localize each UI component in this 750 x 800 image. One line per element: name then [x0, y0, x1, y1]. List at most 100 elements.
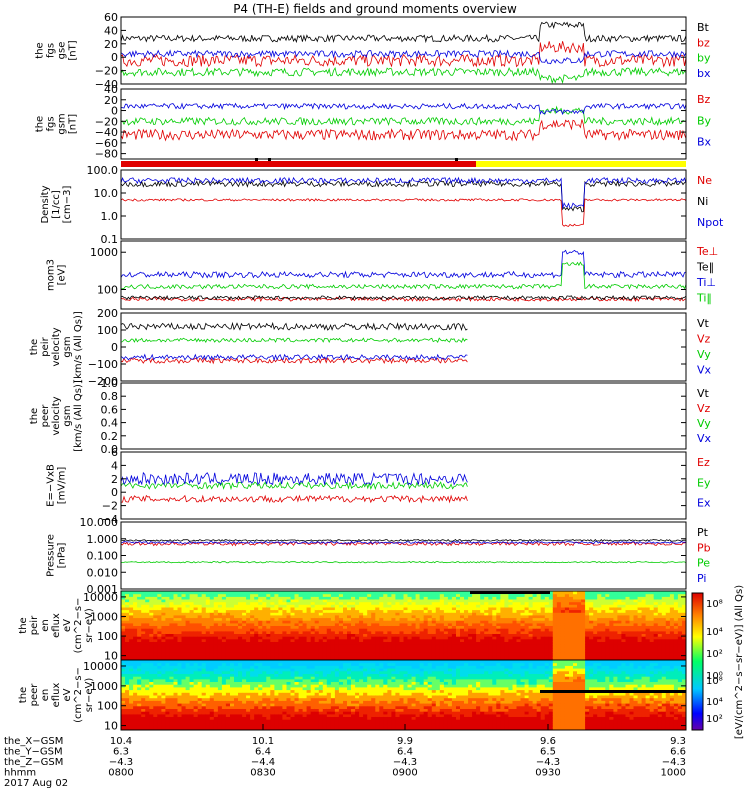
spectro-cell: [403, 599, 408, 603]
spectro-cell: [391, 599, 396, 603]
spectro-cell: [157, 708, 162, 712]
spectro-cell: [435, 641, 441, 645]
spectro-cell: [359, 622, 364, 626]
spectro-cell: [274, 601, 279, 605]
spectro-cell: [133, 660, 138, 664]
spectro-cell: [641, 599, 647, 603]
spectro-cell: [238, 601, 243, 605]
spectro-cell: [415, 644, 421, 648]
spectro-cell: [423, 601, 429, 605]
spectro-cell: [189, 636, 195, 640]
spectro-cell: [460, 628, 465, 632]
spectro-cell: [282, 591, 287, 595]
spectro-cell: [270, 676, 275, 680]
spectro-cell: [569, 612, 574, 616]
spectro-cell: [286, 662, 291, 666]
spectro-cell: [460, 625, 465, 629]
spectro-cell: [234, 686, 239, 691]
spectro-cell: [242, 638, 247, 642]
spectro-cell: [141, 713, 146, 717]
spectro-cell: [593, 593, 598, 597]
spectro-cell: [326, 614, 332, 619]
spectro-cell: [153, 633, 158, 637]
spectro-cell: [673, 652, 679, 656]
spectro-cell: [234, 638, 239, 642]
spectro-cell: [258, 662, 263, 666]
spectro-cell: [605, 606, 610, 611]
spectro-cell: [129, 606, 134, 611]
spectro-cell: [234, 593, 239, 597]
spectro-cell: [363, 654, 368, 658]
spectro-cell: [669, 636, 675, 640]
spectro-cell: [629, 654, 634, 658]
spectro-cell: [637, 606, 643, 611]
spectro-cell: [173, 665, 178, 669]
spectro-cell: [318, 596, 324, 600]
spectro-cell: [298, 625, 304, 629]
spectro-cell: [230, 638, 235, 642]
spectro-cell: [464, 649, 469, 653]
spectro-cell: [161, 596, 166, 600]
spectro-cell: [274, 684, 279, 688]
spectro-cell: [137, 703, 142, 707]
spectro-cell: [653, 633, 659, 637]
spectro-cell: [605, 628, 610, 632]
spectro-cell: [488, 625, 493, 629]
spectro-cell: [601, 593, 606, 597]
spectro-cell: [657, 652, 663, 656]
spectro-cell: [270, 716, 275, 720]
spectro-cell: [161, 630, 166, 634]
spectro-cell: [415, 614, 421, 619]
spectro-cell: [415, 617, 421, 621]
spectro-cell: [649, 617, 655, 621]
spectro-cell: [234, 620, 239, 624]
spectro-cell: [556, 601, 562, 605]
spectro-cell: [443, 617, 449, 621]
spectro-cell: [221, 622, 227, 626]
spectro-cell: [213, 641, 219, 645]
spectro-cell: [669, 652, 675, 656]
spectro-cell: [528, 633, 534, 637]
spectro-cell: [173, 721, 178, 726]
spectro-cell: [270, 700, 275, 704]
spectro-cell: [552, 652, 558, 656]
spectro-cell: [560, 593, 566, 597]
spectro-cell: [314, 606, 320, 611]
series-Te‖-line: [120, 294, 687, 301]
spectro-cell: [657, 633, 663, 637]
spectro-cell: [246, 654, 251, 658]
spectro-cell: [213, 684, 219, 688]
spectro-cell: [121, 670, 126, 674]
spectro-cell: [403, 654, 408, 658]
spectro-cell: [577, 636, 582, 640]
spectro-cell: [589, 641, 594, 645]
spectro-cell: [234, 641, 239, 645]
spectro-cell: [460, 604, 465, 608]
spectro-cell: [480, 652, 485, 656]
spectro-cell: [129, 599, 134, 603]
spectro-cell: [145, 662, 150, 666]
spectro-cell: [367, 652, 372, 656]
spectro-cell: [637, 604, 643, 608]
spectro-cell: [197, 641, 203, 645]
spectro-cell: [246, 657, 251, 661]
spectro-cell: [177, 622, 182, 626]
spectro-cell: [468, 644, 473, 648]
spectro-cell: [129, 692, 134, 696]
spectro-cell: [246, 599, 251, 603]
spectro-cell: [488, 622, 493, 626]
spectro-cell: [637, 599, 643, 603]
spectro-cell: [601, 636, 606, 640]
spectro-cell: [197, 593, 203, 597]
spectro-cell: [209, 686, 215, 691]
spectro-cell: [302, 641, 308, 645]
spectro-cell: [556, 657, 562, 661]
spectro-cell: [250, 646, 255, 650]
spectro-cell: [657, 612, 663, 616]
spectro-cell: [338, 654, 344, 658]
spectro-cell: [278, 684, 283, 688]
spectro-cell: [347, 630, 352, 634]
panel-frame: [120, 240, 687, 310]
spectro-cell: [379, 620, 384, 624]
spectro-cell: [645, 596, 651, 600]
